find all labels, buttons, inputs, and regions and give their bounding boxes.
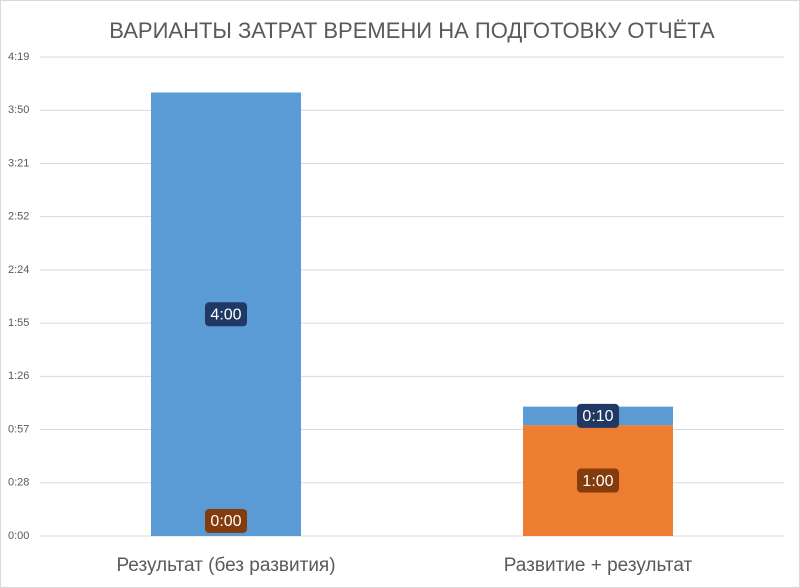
y-tick-label: 1:55 [8,317,29,329]
y-tick-label: 3:21 [8,157,29,169]
value-label: 4:00 [210,306,241,323]
y-tick-label: 4:19 [8,51,29,63]
y-tick-label: 0:00 [8,530,29,542]
y-tick-label: 2:52 [8,211,29,223]
x-tick-label: Результат (без развития) [116,555,335,576]
value-label: 0:00 [210,513,241,530]
value-label-box [577,403,619,428]
value-label: 1:00 [582,473,613,490]
y-tick-label: 2:24 [8,264,29,276]
y-tick-label: 0:57 [8,423,29,435]
x-tick-label: Развитие + результат [504,555,693,576]
value-label-box [205,302,247,327]
value-label: 0:10 [582,408,613,425]
y-tick-label: 0:28 [8,477,29,489]
y-tick-label: 3:50 [8,104,29,116]
value-label-box [205,509,247,533]
y-tick-label: 1:26 [8,370,29,382]
value-label-box [577,468,619,493]
chart-title: ВАРИАНТЫ ЗАТРАТ ВРЕМЕНИ НА ПОДГОТОВКУ ОТ… [109,18,715,43]
